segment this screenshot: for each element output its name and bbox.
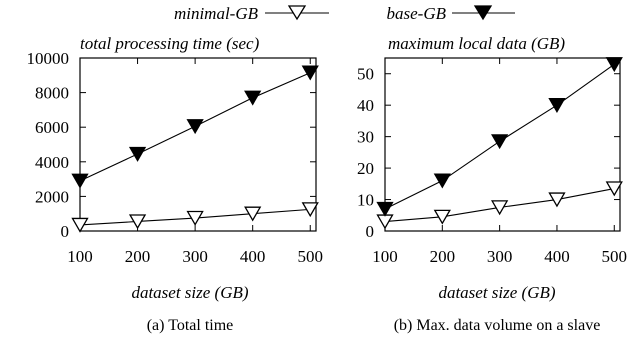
y-tick-label: 40 [357,96,374,115]
chart-panel-total-time: total processing time (sec) 0 2000 4000 6000… [27,34,323,334]
y-tick-label: 4000 [35,153,69,172]
data-point-base-gb-300 [186,119,204,135]
data-point-base-gb-500 [301,65,319,81]
y-tick-label: 0 [61,222,70,241]
legend-label-base-gb: base-GB [387,4,447,23]
x-axis-label: dataset size (GB) [438,283,555,302]
data-point-minimal-gb-500 [301,202,319,218]
data-point-base-gb-300 [491,134,509,150]
y-tick-label: 2000 [35,187,69,206]
y-tick-label: 50 [357,65,374,84]
x-tick-label: 500 [602,247,628,266]
y-tick-label: 10 [357,191,374,210]
y-tick-label: 0 [366,222,375,241]
chart-title: maximum local data (GB) [388,34,565,53]
data-point-minimal-gb-200 [128,214,147,230]
legend-entry-minimal-gb: minimal-GB [174,4,329,23]
chart-title: total processing time (sec) [80,34,260,53]
data-point-minimal-gb-300 [186,210,204,226]
data-point-base-gb-400 [548,98,566,113]
y-tick-label: 10000 [27,49,70,68]
plot-frame [384,57,621,232]
x-tick-label: 200 [125,247,151,266]
x-tick-label: 100 [67,247,93,266]
data-point-base-gb-400 [244,90,262,106]
data-point-minimal-gb-300 [491,200,509,216]
data-point-minimal-gb-100 [71,217,89,233]
legend-marker-base-gb [473,5,493,21]
legend-label-minimal-gb: minimal-GB [174,4,259,23]
x-tick-label: 300 [182,247,208,266]
chart-panel-max-data-volume: maximum local data (GB) 0 10 20 30 40 50 100 200… [357,34,627,334]
panel-caption: (b) Max. data volume on a slave [394,317,601,334]
x-axis-label: dataset size (GB) [131,283,248,302]
plot-frame [79,57,317,232]
y-tick-label: 30 [357,128,374,147]
x-tick-label: 500 [297,247,323,266]
y-tick-label: 20 [357,159,374,178]
data-point-base-gb-100 [376,201,394,217]
data-point-base-gb-200 [433,173,451,189]
x-tick-label: 300 [487,247,513,266]
legend-entry-base-gb: base-GB [387,4,515,23]
data-point-minimal-gb-200 [433,209,451,225]
data-point-base-gb-100 [71,173,89,189]
x-tick-label: 200 [430,247,456,266]
legend-marker-minimal-gb [287,5,307,21]
data-point-minimal-gb-400 [244,206,262,222]
legend: minimal-GB base-GB [174,4,515,23]
data-point-base-gb-200 [128,146,147,162]
x-tick-label: 100 [372,247,398,266]
x-tick-label: 400 [240,247,266,266]
y-tick-label: 8000 [35,84,69,103]
x-tick-label: 400 [544,247,570,266]
data-point-minimal-gb-400 [548,192,566,208]
y-tick-label: 6000 [35,118,69,137]
data-point-base-gb-500 [605,57,623,73]
data-point-minimal-gb-500 [605,181,623,197]
panel-caption: (a) Total time [147,317,234,334]
